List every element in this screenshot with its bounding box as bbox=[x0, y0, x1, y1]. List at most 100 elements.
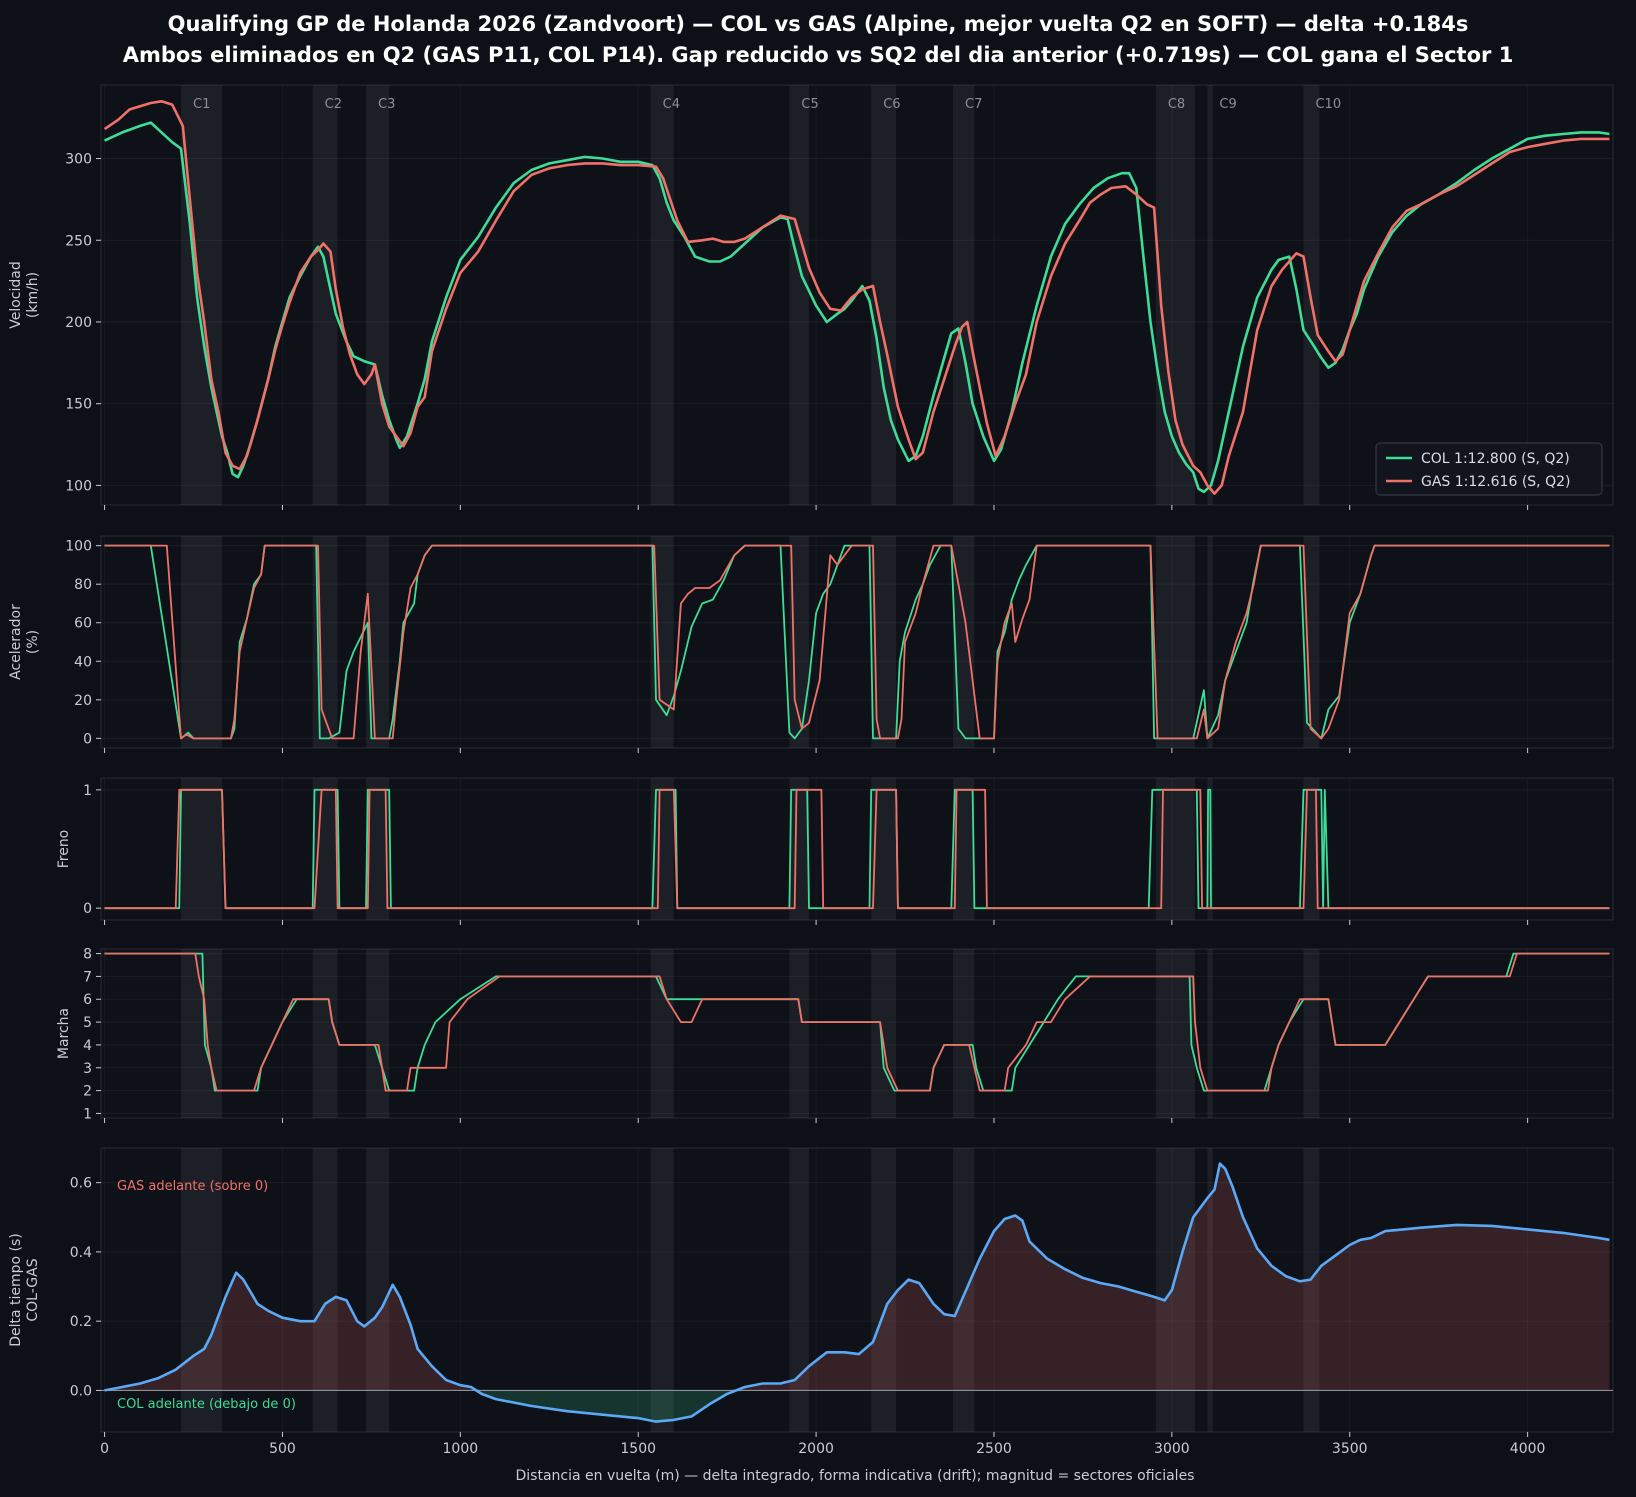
corner-band-c5 bbox=[789, 949, 809, 1118]
corner-band-c6 bbox=[871, 1148, 897, 1432]
corner-band-c1 bbox=[181, 949, 222, 1118]
corner-band-c4 bbox=[650, 85, 674, 505]
y-tick-label: 150 bbox=[65, 397, 92, 413]
panel-delta: 0.0 0.2 0.4 0.6 0 500 1000 1500 2000 2500 3000 3500… bbox=[8, 1147, 1614, 1457]
y-tick-label: 0.0 bbox=[70, 1383, 92, 1399]
x-tick-label: 2500 bbox=[976, 1441, 1012, 1457]
corner-label-c3: C3 bbox=[378, 97, 395, 112]
annotation-col-ahead: COL adelante (debajo de 0) bbox=[117, 1397, 296, 1412]
corner-label-c1: C1 bbox=[193, 97, 210, 112]
corner-band-c9 bbox=[1207, 536, 1213, 748]
corner-band-c7 bbox=[953, 85, 975, 505]
corner-band-c8 bbox=[1155, 949, 1195, 1118]
series-line-gas-throttle bbox=[104, 544, 1610, 740]
corner-band-c3 bbox=[366, 1148, 390, 1432]
y-axis-label-speed: Velocidad(km/h) bbox=[8, 261, 41, 329]
series-line-delta-delta bbox=[104, 1162, 1610, 1423]
corner-label-c10: C10 bbox=[1315, 97, 1341, 112]
y-tick-label: 0.4 bbox=[70, 1245, 92, 1261]
y-tick-label: 5 bbox=[83, 1015, 92, 1031]
series-line-col-brake bbox=[104, 788, 1610, 910]
legend-entry-gas: GAS 1:12.616 (S, Q2) bbox=[1421, 474, 1570, 490]
series-line-gas-brake bbox=[104, 788, 1610, 910]
x-tick-label: 500 bbox=[269, 1441, 296, 1457]
y-tick-label: 40 bbox=[74, 654, 92, 670]
corner-band-c10 bbox=[1303, 1148, 1320, 1432]
series-line-gas-speed bbox=[103, 100, 1610, 495]
panel-brake: 0 1 Freno bbox=[56, 777, 1614, 925]
corner-band-c7 bbox=[953, 1148, 975, 1432]
x-tick-label: 2000 bbox=[798, 1441, 834, 1457]
corner-label-c6: C6 bbox=[883, 97, 900, 112]
y-axis-label-line: (km/h) bbox=[25, 272, 41, 318]
chart-title-line-2: Ambos eliminados en Q2 (GAS P11, COL P14… bbox=[123, 43, 1514, 67]
corner-band-c3 bbox=[366, 85, 390, 505]
panel-speed: 100 150 200 250 300 Velocidad(km/h) C1 C2 C3 C4 C5… bbox=[8, 84, 1614, 510]
y-tick-label: 300 bbox=[65, 152, 92, 168]
corner-band-c10 bbox=[1303, 85, 1320, 505]
delta-fill-gas-ahead bbox=[104, 1163, 1610, 1391]
y-tick-label: 100 bbox=[65, 478, 92, 494]
y-tick-label: 0 bbox=[83, 901, 92, 917]
x-axis-label: Distancia en vuelta (m) — delta integrad… bbox=[516, 1468, 1195, 1484]
corner-band-c9 bbox=[1207, 85, 1213, 505]
corner-band-c8 bbox=[1155, 1148, 1195, 1432]
annotation-gas-ahead: GAS adelante (sobre 0) bbox=[117, 1179, 268, 1194]
corner-band-c3 bbox=[366, 536, 390, 748]
y-axis-label-line: Freno bbox=[56, 830, 72, 869]
y-tick-label: 1 bbox=[83, 1106, 92, 1122]
series-line-gas-gear bbox=[104, 952, 1610, 1092]
corner-band-c2 bbox=[312, 949, 338, 1118]
corner-label-c8: C8 bbox=[1168, 97, 1185, 112]
x-tick-label: 0 bbox=[100, 1441, 109, 1457]
y-axis-label-line: Velocidad bbox=[8, 261, 24, 329]
corner-band-c4 bbox=[650, 778, 674, 920]
corner-band-c10 bbox=[1303, 949, 1320, 1118]
corner-label-c7: C7 bbox=[965, 97, 982, 112]
y-tick-label: 60 bbox=[74, 616, 92, 632]
y-tick-label: 8 bbox=[83, 947, 92, 963]
y-tick-label: 100 bbox=[65, 539, 92, 555]
corner-band-c4 bbox=[650, 949, 674, 1118]
corner-band-c1 bbox=[181, 536, 222, 748]
corner-band-c5 bbox=[789, 778, 809, 920]
y-axis-label-throttle: Acelerador(%) bbox=[8, 604, 41, 680]
corner-band-c9 bbox=[1207, 1148, 1213, 1432]
panel-frame-throttle bbox=[100, 535, 1614, 749]
x-tick-label: 4000 bbox=[1510, 1441, 1546, 1457]
y-axis-label-line: Marcha bbox=[56, 1008, 72, 1059]
corner-band-c5 bbox=[789, 1148, 809, 1432]
series-line-col-throttle bbox=[104, 544, 1610, 740]
y-axis-label-line: Acelerador bbox=[8, 604, 24, 680]
y-tick-label: 0 bbox=[83, 731, 92, 747]
legend-box bbox=[1375, 442, 1603, 496]
y-tick-label: 4 bbox=[83, 1038, 92, 1054]
y-tick-label: 250 bbox=[65, 233, 92, 249]
y-axis-label-delta: Delta tiempo (s)COL-GAS bbox=[8, 1233, 41, 1347]
corner-band-c7 bbox=[953, 778, 975, 920]
panel-frame-gear bbox=[100, 948, 1614, 1119]
x-tick-label: 3500 bbox=[1332, 1441, 1368, 1457]
y-tick-label: 1 bbox=[83, 783, 92, 799]
x-tick-label: 1000 bbox=[443, 1441, 479, 1457]
y-tick-label: 0.2 bbox=[70, 1314, 92, 1330]
corner-band-c3 bbox=[366, 778, 390, 920]
y-axis-label-brake: Freno bbox=[56, 830, 72, 869]
corner-band-c9 bbox=[1207, 949, 1213, 1118]
y-tick-label: 6 bbox=[83, 992, 92, 1008]
y-tick-label: 3 bbox=[83, 1061, 92, 1077]
corner-band-c8 bbox=[1155, 85, 1195, 505]
y-tick-label: 0.6 bbox=[70, 1176, 92, 1192]
corner-band-c3 bbox=[366, 949, 390, 1118]
y-axis-label-line: (%) bbox=[25, 630, 41, 654]
corner-band-c2 bbox=[312, 778, 338, 920]
corner-band-c1 bbox=[181, 778, 222, 920]
y-tick-label: 7 bbox=[83, 969, 92, 985]
panel-throttle: 0 20 40 60 80 100 Acelerador(%) bbox=[8, 535, 1614, 753]
corner-band-c7 bbox=[953, 949, 975, 1118]
corner-band-c5 bbox=[789, 85, 809, 505]
corner-band-c8 bbox=[1155, 536, 1195, 748]
